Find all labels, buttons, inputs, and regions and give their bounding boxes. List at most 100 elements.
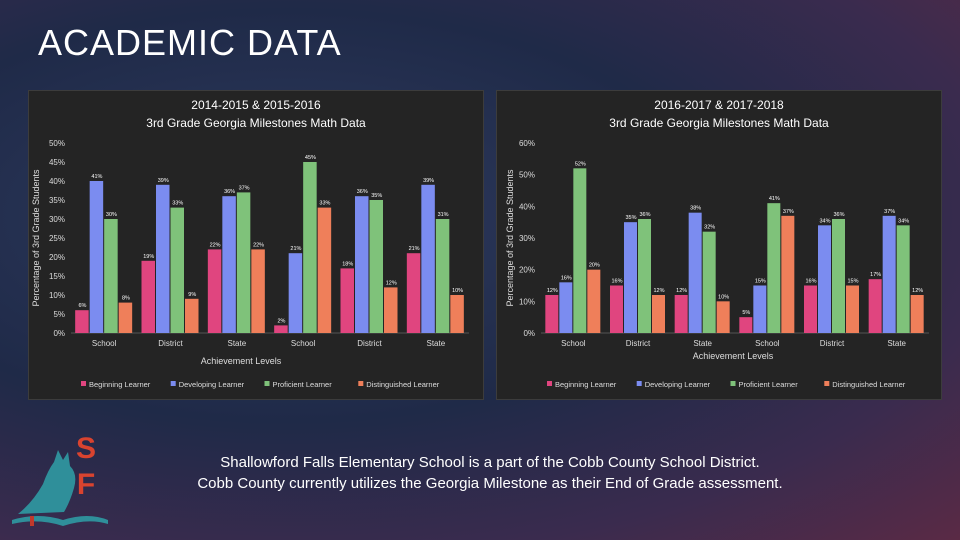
- data-label: 37%: [783, 209, 794, 215]
- x-tick-label: School: [92, 339, 117, 348]
- y-tick-label: 10%: [519, 297, 535, 306]
- fox-logo-icon: S F: [12, 432, 108, 526]
- y-tick-label: 50%: [519, 171, 535, 180]
- y-tick-label: 0%: [53, 329, 65, 338]
- legend-label: Proficient Learner: [273, 380, 333, 389]
- x-tick-label: School: [291, 339, 316, 348]
- bar: [118, 302, 133, 333]
- bar: [818, 225, 831, 333]
- y-axis-label: Percentage of 3rd Grade Students: [505, 169, 515, 307]
- bar: [435, 219, 450, 333]
- bar: [104, 219, 118, 333]
- data-label: 9%: [188, 292, 196, 298]
- data-label: 12%: [912, 288, 923, 294]
- y-tick-label: 30%: [519, 234, 535, 243]
- bar: [624, 222, 637, 333]
- data-label: 16%: [805, 279, 816, 285]
- bar: [251, 249, 265, 333]
- page-title: ACADEMIC DATA: [38, 22, 342, 63]
- chart-panel-2016-2018: 2016-2017 & 2017-2018 3rd Grade Georgia M…: [496, 90, 942, 400]
- bar: [910, 295, 924, 333]
- y-tick-label: 40%: [49, 177, 65, 186]
- bar: [674, 295, 688, 333]
- bar: [207, 249, 222, 333]
- data-label: 41%: [769, 196, 780, 202]
- bar: [303, 162, 317, 333]
- data-label: 36%: [639, 212, 650, 218]
- legend-swatch: [547, 381, 552, 386]
- bar: [545, 295, 559, 333]
- legend-label: Distinguished Learner: [366, 380, 439, 389]
- chart-2014-2016: 2014-2015 & 2015-2016 3rd Grade Georgia M…: [31, 98, 469, 389]
- bar: [739, 317, 753, 333]
- bar: [882, 215, 896, 333]
- bar: [185, 298, 199, 333]
- data-label: 16%: [611, 279, 622, 285]
- bar: [702, 231, 716, 333]
- data-label: 39%: [423, 178, 434, 184]
- data-label: 22%: [210, 242, 221, 248]
- chart-panel-2014-2016: 2014-2015 & 2015-2016 3rd Grade Georgia M…: [28, 90, 484, 400]
- data-label: 20%: [589, 263, 600, 269]
- logo-letters-f: F: [77, 468, 95, 501]
- bar: [573, 168, 587, 333]
- bar: [896, 225, 910, 333]
- data-label: 12%: [547, 288, 558, 294]
- y-tick-label: 15%: [49, 272, 65, 281]
- data-label: 37%: [884, 209, 895, 215]
- data-label: 38%: [690, 206, 701, 212]
- y-tick-label: 10%: [49, 291, 65, 300]
- data-label: 45%: [305, 155, 316, 161]
- data-label: 15%: [755, 279, 766, 285]
- bar: [559, 282, 573, 333]
- x-tick-label: State: [227, 339, 246, 348]
- data-label: 35%: [625, 215, 636, 221]
- data-label: 15%: [847, 279, 858, 285]
- data-label: 33%: [172, 201, 183, 207]
- data-label: 36%: [833, 212, 844, 218]
- x-tick-label: District: [626, 339, 651, 348]
- data-label: 30%: [106, 212, 117, 218]
- bar: [638, 219, 651, 333]
- data-label: 12%: [386, 280, 397, 286]
- chart-subtitle: 3rd Grade Georgia Milestones Math Data: [609, 116, 829, 130]
- legend-swatch: [358, 381, 364, 386]
- bar: [587, 269, 601, 333]
- bar: [274, 325, 288, 333]
- x-tick-label: State: [693, 339, 712, 348]
- footer-line-2: Cobb County currently utilizes the Georg…: [197, 475, 783, 492]
- data-label: 32%: [704, 225, 715, 231]
- data-label: 18%: [342, 261, 353, 267]
- bar: [804, 285, 817, 333]
- bar: [156, 184, 170, 333]
- data-label: 31%: [438, 212, 449, 218]
- data-label: 41%: [91, 174, 102, 180]
- chart-title: 2014-2015 & 2015-2016: [191, 98, 321, 112]
- school-logo: S F: [8, 432, 118, 532]
- y-tick-label: 20%: [49, 253, 65, 262]
- bar: [288, 253, 303, 333]
- bar: [317, 207, 332, 333]
- data-label: 34%: [819, 218, 830, 224]
- y-tick-label: 5%: [53, 310, 65, 319]
- footer-line-1: Shallowford Falls Elementary School is a…: [220, 454, 760, 471]
- data-label: 22%: [253, 242, 264, 248]
- legend-swatch: [636, 381, 642, 386]
- x-tick-label: District: [158, 339, 183, 348]
- x-tick-label: School: [561, 339, 586, 348]
- data-label: 12%: [676, 288, 687, 294]
- y-tick-label: 40%: [519, 202, 535, 211]
- bar: [369, 200, 383, 333]
- bar: [767, 203, 781, 333]
- y-tick-label: 25%: [49, 234, 65, 243]
- bar: [75, 310, 89, 333]
- bar: [652, 295, 665, 333]
- legend-label: Beginning Learner: [555, 380, 617, 389]
- bar: [340, 268, 354, 333]
- data-label: 34%: [898, 218, 909, 224]
- data-label: 39%: [158, 178, 169, 184]
- legend-label: Beginning Learner: [89, 380, 151, 389]
- legend-swatch: [81, 381, 86, 386]
- legend-swatch: [730, 381, 736, 386]
- bar: [355, 196, 369, 333]
